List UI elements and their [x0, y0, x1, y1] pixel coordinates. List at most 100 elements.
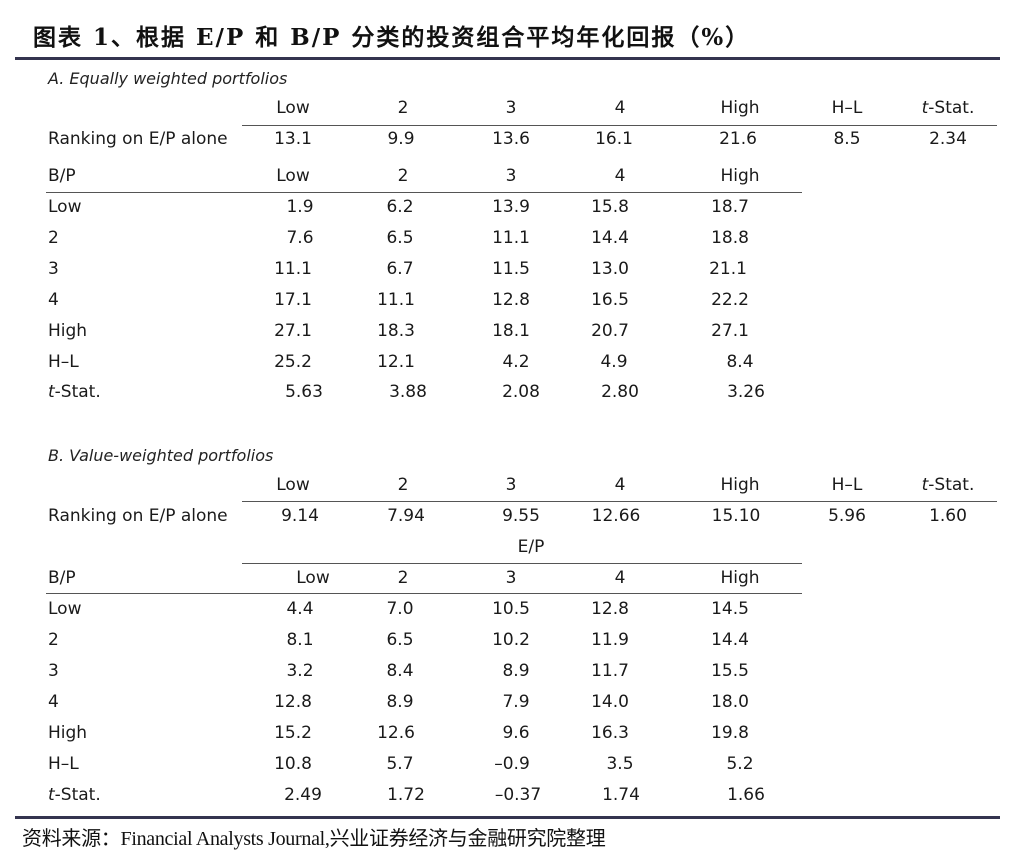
col-header: High	[720, 568, 760, 588]
table-row: H–L 10.8 5.7 –0.9 3.5 5.2	[0, 754, 1020, 780]
col-header: 3	[505, 98, 517, 118]
cell: 11.7	[591, 661, 629, 681]
row-label: 2	[48, 228, 59, 248]
table-row: 4 17.1 11.1 12.8 16.5 22.2	[0, 290, 1020, 316]
bottom-rule	[15, 816, 1000, 819]
cell: 3.2	[286, 661, 314, 681]
col-header: High	[720, 166, 760, 186]
cell: 12.8	[591, 599, 629, 619]
cell: 8.9	[386, 692, 414, 712]
cell: 7.6	[286, 228, 314, 248]
col-header: 3	[505, 166, 517, 186]
cell: 13.1	[274, 129, 312, 149]
cell: 5.7	[386, 754, 414, 774]
table-row: Low 4.4 7.0 10.5 12.8 14.5	[0, 599, 1020, 625]
panel-b-ep-group-row: E/P	[0, 537, 1020, 563]
header-rule	[242, 125, 997, 126]
col-header: High	[720, 98, 760, 118]
cell: 6.2	[386, 197, 414, 217]
col-header: H–L	[831, 98, 863, 118]
top-rule	[15, 57, 1000, 60]
col-header-tstat: t-Stat.	[921, 475, 975, 495]
grid-header-rule	[46, 593, 802, 594]
cell: 8.4	[386, 661, 414, 681]
cell: 14.0	[591, 692, 629, 712]
cell: 10.2	[492, 630, 530, 650]
cell: 3.88	[389, 382, 427, 402]
cell: 6.5	[386, 630, 414, 650]
cell: 11.9	[591, 630, 629, 650]
cell: 10.5	[492, 599, 530, 619]
cell: 12.8	[492, 290, 530, 310]
cell: 20.7	[591, 321, 629, 341]
cell: –0.9	[494, 754, 530, 774]
cell: 11.1	[492, 228, 530, 248]
cell: 9.14	[281, 506, 319, 526]
figure-title: 图表 1、根据 E/P 和 B/P 分类的投资组合平均年化回报（%）	[33, 24, 751, 51]
cell: 2.80	[601, 382, 639, 402]
row-label: 4	[48, 692, 59, 712]
cell: 16.3	[591, 723, 629, 743]
row-label: Low	[48, 599, 82, 619]
table-row: 2 7.6 6.5 11.1 14.4 18.8	[0, 228, 1020, 254]
cell: 12.6	[377, 723, 415, 743]
col-header: 4	[614, 568, 626, 588]
col-header: 2	[397, 475, 409, 495]
cell: 13.9	[492, 197, 530, 217]
col-header: 2	[397, 98, 409, 118]
cell: 21.1	[709, 259, 747, 279]
row-label: Ranking on E/P alone	[48, 506, 228, 526]
cell: 8.5	[833, 129, 861, 149]
cell: 27.1	[274, 321, 312, 341]
col-header-tstat: t-Stat.	[921, 98, 975, 118]
cell: 27.1	[711, 321, 749, 341]
cell: 2.08	[502, 382, 540, 402]
cell: 5.63	[285, 382, 323, 402]
ep-group-rule	[242, 563, 802, 564]
cell: 16.5	[591, 290, 629, 310]
panel-a-title: A. Equally weighted portfolios	[48, 69, 288, 88]
table-row: 2 8.1 6.5 10.2 11.9 14.4	[0, 630, 1020, 656]
cell: 3.26	[727, 382, 765, 402]
bp-label: B/P	[48, 568, 76, 588]
col-header: 2	[397, 166, 409, 186]
panel-a-ranking-row: Ranking on E/P alone 13.1 9.9 13.6 16.1 …	[0, 129, 1020, 155]
cell: 8.4	[726, 352, 754, 372]
header-rule	[242, 501, 997, 502]
col-header: High	[720, 475, 760, 495]
col-header: 2	[397, 568, 409, 588]
cell: –0.37	[494, 785, 542, 805]
col-header: 3	[505, 475, 517, 495]
cell: 7.94	[387, 506, 425, 526]
row-label: H–L	[48, 352, 79, 372]
panel-b-title: B. Value-weighted portfolios	[48, 446, 274, 465]
cell: 13.6	[492, 129, 530, 149]
cell: 12.66	[591, 506, 641, 526]
cell: 11.1	[274, 259, 312, 279]
cell: 6.5	[386, 228, 414, 248]
row-label: High	[48, 723, 88, 743]
row-label: H–L	[48, 754, 79, 774]
cell: 21.6	[719, 129, 757, 149]
row-label: t-Stat.	[48, 382, 101, 402]
cell: 9.55	[502, 506, 540, 526]
ep-group-label: E/P	[517, 537, 545, 557]
cell: 10.8	[274, 754, 312, 774]
col-header: Low	[276, 166, 310, 186]
cell: 18.0	[711, 692, 749, 712]
cell: 18.7	[711, 197, 749, 217]
cell: 25.2	[274, 352, 312, 372]
table-row: High 15.2 12.6 9.6 16.3 19.8	[0, 723, 1020, 749]
cell: 8.9	[502, 661, 530, 681]
cell: 4.2	[502, 352, 530, 372]
source-note: 资料来源：Financial Analysts Journal,兴业证券经济与金…	[22, 828, 606, 850]
panel-b-ranking-row: Ranking on E/P alone 9.14 7.94 9.55 12.6…	[0, 506, 1020, 532]
cell: 1.66	[727, 785, 765, 805]
cell: 4.4	[286, 599, 314, 619]
cell: 12.1	[377, 352, 415, 372]
row-label: 3	[48, 661, 59, 681]
cell: 12.8	[274, 692, 312, 712]
cell: 3.5	[606, 754, 634, 774]
row-label: Low	[48, 197, 82, 217]
cell: 14.4	[711, 630, 749, 650]
